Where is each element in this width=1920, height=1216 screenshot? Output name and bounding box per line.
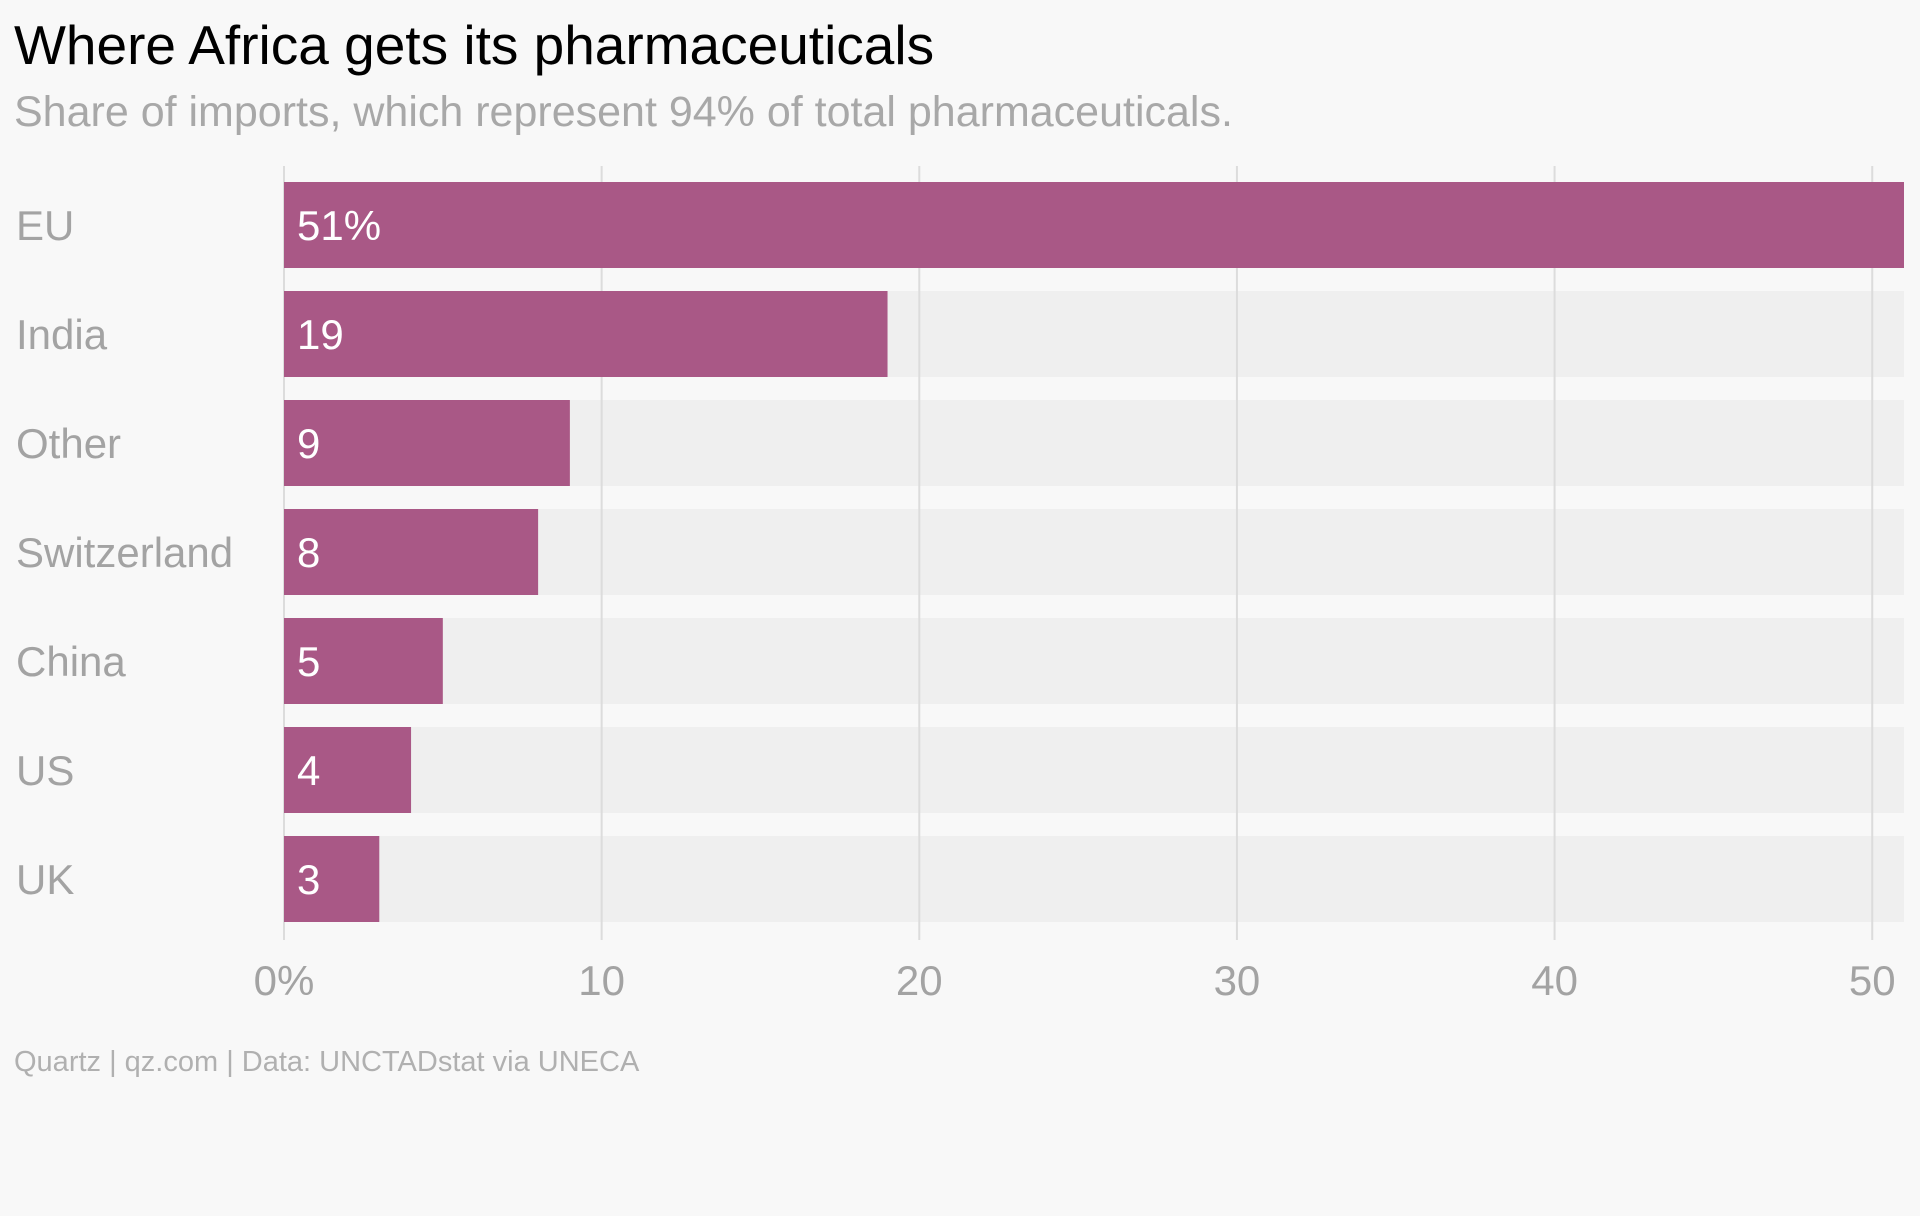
data-label: 9 — [297, 420, 320, 467]
x-tick-label: 50 — [1849, 957, 1896, 1004]
bar-track — [284, 727, 1904, 813]
bar-track — [284, 509, 1904, 595]
category-label: China — [16, 638, 126, 685]
labels: EU 51% India 19 Other 9 Switzerland 8 China 5 US 4 U… — [16, 202, 381, 903]
data-label: 19 — [297, 311, 344, 358]
data-label: 8 — [297, 529, 320, 576]
bar — [284, 182, 1904, 268]
bar — [284, 291, 888, 377]
x-tick-label: 30 — [1214, 957, 1261, 1004]
category-label: US — [16, 747, 74, 794]
x-tick-label: 0% — [254, 957, 315, 1004]
bar — [284, 509, 539, 595]
category-label: EU — [16, 202, 74, 249]
category-label: India — [16, 311, 108, 358]
bar — [284, 836, 380, 922]
bars — [284, 182, 1904, 922]
bar-track — [284, 836, 1904, 922]
category-label: UK — [16, 856, 74, 903]
chart-subtitle: Share of imports, which represent 94% of… — [14, 88, 1233, 136]
bar — [284, 618, 443, 704]
data-label: 51% — [297, 202, 381, 249]
chart-title: Where Africa gets its pharmaceuticals — [14, 14, 935, 76]
data-label: 3 — [297, 856, 320, 903]
x-tick-label: 10 — [578, 957, 625, 1004]
bar-track — [284, 618, 1904, 704]
category-label: Switzerland — [16, 529, 233, 576]
source-footer: Quartz | qz.com | Data: UNCTADstat via U… — [14, 1046, 640, 1078]
x-axis: 0% 10 20 30 40 50 — [254, 957, 1896, 1004]
data-label: 5 — [297, 638, 320, 685]
bar — [284, 400, 570, 486]
x-tick-label: 20 — [896, 957, 943, 1004]
bar — [284, 727, 412, 813]
category-label: Other — [16, 420, 121, 467]
x-tick-label: 40 — [1531, 957, 1578, 1004]
data-label: 4 — [297, 747, 320, 794]
